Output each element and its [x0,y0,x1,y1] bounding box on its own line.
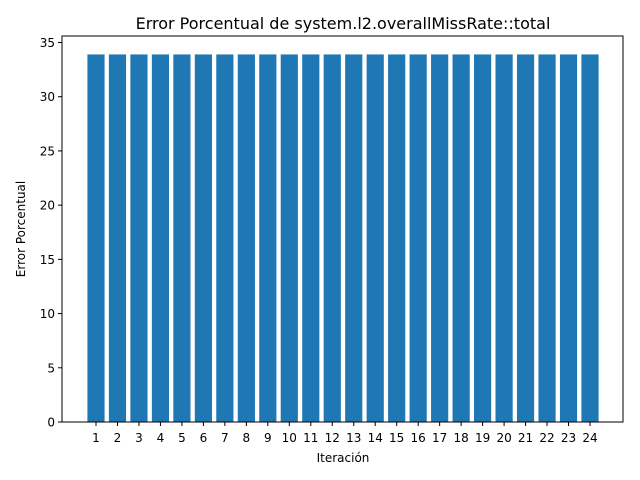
bar-9 [259,54,277,423]
bar-6 [194,54,212,423]
bar-12 [323,54,341,423]
bar-22 [538,54,556,423]
x-tick-label: 22 [539,431,554,445]
chart-title: Error Porcentual de system.l2.overallMis… [136,14,551,33]
x-tick-label: 16 [411,431,426,445]
bar-1 [87,54,105,423]
x-tick-label: 19 [475,431,490,445]
x-tick-label: 15 [389,431,404,445]
y-axis-label: Error Porcentual [14,181,28,277]
x-tick-label: 5 [178,431,186,445]
bar-19 [474,54,492,423]
bar-16 [409,54,427,423]
bar-5 [173,54,191,423]
x-tick-label: 9 [264,431,272,445]
x-tick-label: 11 [303,431,318,445]
y-tick-label: 15 [40,253,55,267]
x-tick-label: 10 [282,431,297,445]
bar-8 [237,54,255,423]
bar-13 [345,54,363,423]
bar-14 [366,54,384,423]
x-tick-label: 18 [453,431,468,445]
bar-15 [388,54,406,423]
bar-3 [130,54,148,423]
x-tick-label: 4 [157,431,165,445]
plot-area-frame [61,35,624,423]
x-tick-label: 1 [92,431,100,445]
x-tick-label: 12 [325,431,340,445]
bar-20 [495,54,513,423]
x-tick-label: 23 [561,431,576,445]
y-tick-label: 20 [40,199,55,213]
y-tick-label: 10 [40,307,55,321]
x-axis-label: Iteración [317,451,370,465]
bar-2 [108,54,127,423]
x-tick-label: 24 [582,431,597,445]
x-axis-ticks: 1 2 3 4 5 6 7 8 9 10 11 12 13 14 15 16 17 18 19 20 21 22 23 24 [92,422,598,445]
bar-11 [302,54,320,423]
y-tick-label: 30 [40,90,55,104]
x-tick-label: 13 [346,431,361,445]
bar-24 [581,54,599,423]
bar-23 [559,54,578,423]
bar-7 [216,54,234,423]
y-tick-label: 0 [47,416,55,430]
y-tick-label: 35 [40,36,55,50]
y-axis-ticks: 0 5 10 15 20 25 30 35 [40,36,62,430]
x-tick-label: 2 [114,431,122,445]
bars-group [87,54,599,423]
y-tick-label: 5 [47,361,55,375]
x-tick-label: 3 [135,431,143,445]
bar-18 [452,54,470,423]
x-tick-label: 20 [496,431,511,445]
bar-4 [151,54,170,423]
x-tick-label: 17 [432,431,447,445]
x-tick-label: 14 [368,431,383,445]
x-tick-label: 8 [243,431,251,445]
x-tick-label: 6 [200,431,208,445]
bar-17 [431,54,449,423]
bar-21 [516,54,535,423]
y-tick-label: 25 [40,144,55,158]
x-tick-label: 21 [518,431,533,445]
bar-10 [280,54,298,423]
x-tick-label: 7 [221,431,229,445]
